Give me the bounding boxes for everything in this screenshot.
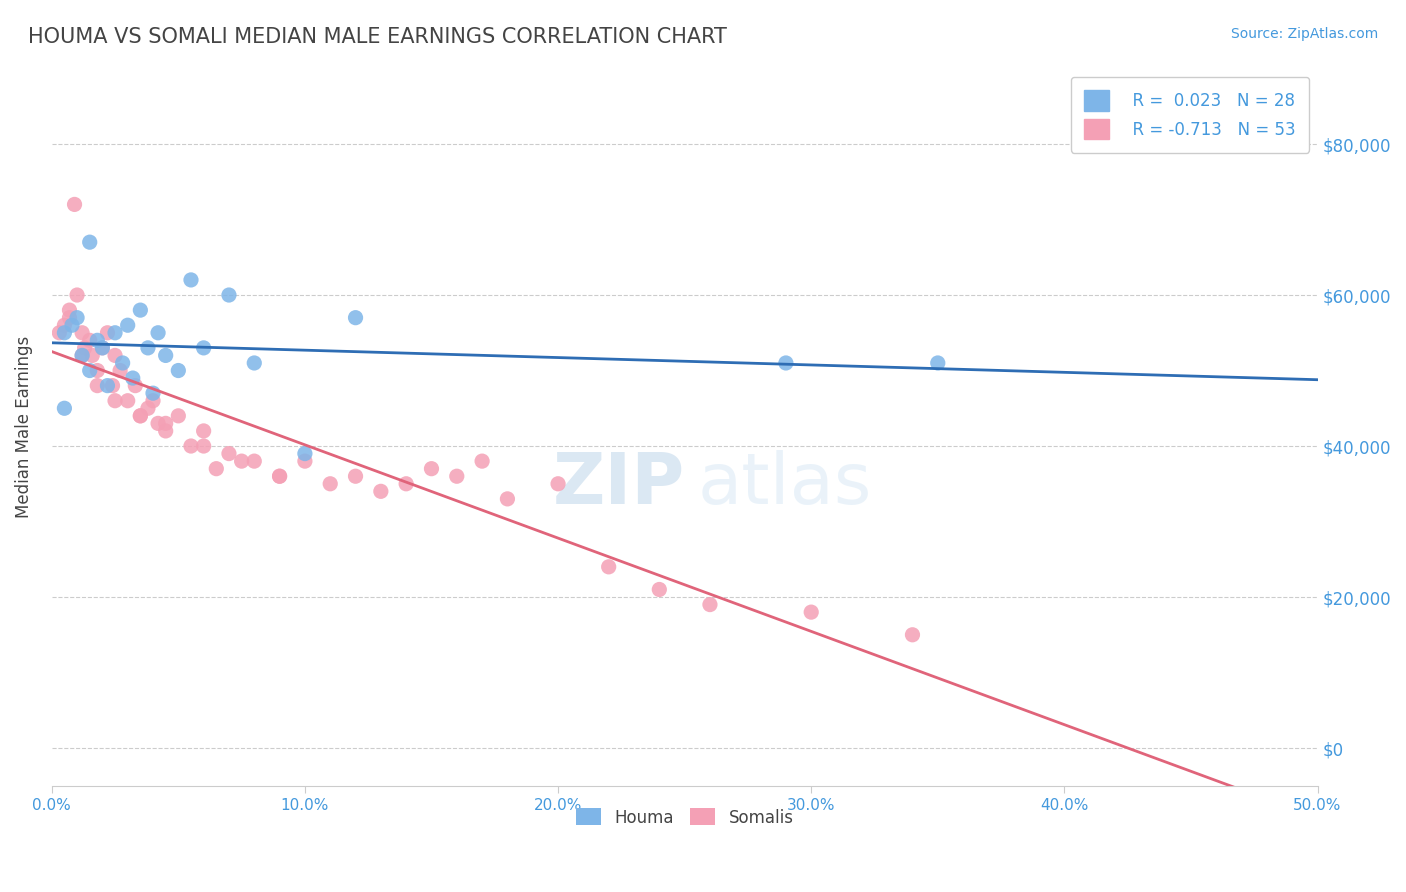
Point xyxy=(104,348,127,362)
Point xyxy=(927,356,949,370)
Point xyxy=(142,393,165,408)
Point xyxy=(96,326,118,340)
Point xyxy=(775,356,797,370)
Point xyxy=(79,235,101,249)
Point xyxy=(193,341,215,355)
Point xyxy=(108,363,131,377)
Point xyxy=(294,454,316,468)
Point xyxy=(129,409,152,423)
Point xyxy=(58,310,80,325)
Point xyxy=(193,439,215,453)
Point xyxy=(167,363,190,377)
Point xyxy=(86,378,108,392)
Text: HOUMA VS SOMALI MEDIAN MALE EARNINGS CORRELATION CHART: HOUMA VS SOMALI MEDIAN MALE EARNINGS COR… xyxy=(28,27,727,46)
Point xyxy=(101,378,124,392)
Point xyxy=(111,356,134,370)
Point xyxy=(420,461,443,475)
Point xyxy=(104,326,127,340)
Point xyxy=(146,326,169,340)
Point xyxy=(82,348,104,362)
Point xyxy=(53,326,76,340)
Point xyxy=(60,318,83,333)
Point xyxy=(104,393,127,408)
Point xyxy=(117,318,139,333)
Point xyxy=(86,363,108,377)
Y-axis label: Median Male Earnings: Median Male Earnings xyxy=(15,336,32,518)
Point xyxy=(180,273,202,287)
Point xyxy=(344,469,367,483)
Point xyxy=(269,469,291,483)
Point xyxy=(218,288,240,302)
Point xyxy=(231,454,253,468)
Point xyxy=(129,409,152,423)
Point xyxy=(205,461,228,475)
Point xyxy=(91,341,114,355)
Text: Source: ZipAtlas.com: Source: ZipAtlas.com xyxy=(1230,27,1378,41)
Point xyxy=(901,628,924,642)
Point xyxy=(269,469,291,483)
Point xyxy=(146,417,169,431)
Point xyxy=(167,409,190,423)
Point xyxy=(136,341,159,355)
Point xyxy=(66,310,89,325)
Point xyxy=(121,371,143,385)
Point xyxy=(180,439,202,453)
Point xyxy=(598,559,620,574)
Point xyxy=(800,605,823,619)
Point xyxy=(155,348,177,362)
Point xyxy=(73,341,96,355)
Point xyxy=(117,393,139,408)
Point xyxy=(471,454,494,468)
Text: ZIP: ZIP xyxy=(553,450,685,519)
Point xyxy=(70,326,93,340)
Point xyxy=(446,469,468,483)
Point xyxy=(129,303,152,318)
Point xyxy=(699,598,721,612)
Point xyxy=(370,484,392,499)
Point xyxy=(648,582,671,597)
Point xyxy=(48,326,70,340)
Point xyxy=(243,454,266,468)
Point xyxy=(70,348,93,362)
Point xyxy=(86,334,108,348)
Point xyxy=(344,310,367,325)
Point xyxy=(66,288,89,302)
Point xyxy=(193,424,215,438)
Point xyxy=(136,401,159,416)
Point xyxy=(395,476,418,491)
Point xyxy=(142,386,165,401)
Point xyxy=(294,446,316,460)
Point xyxy=(155,417,177,431)
Point xyxy=(53,318,76,333)
Point xyxy=(155,424,177,438)
Point xyxy=(547,476,569,491)
Point xyxy=(79,334,101,348)
Text: atlas: atlas xyxy=(697,450,872,519)
Point xyxy=(70,348,93,362)
Point xyxy=(319,476,342,491)
Point xyxy=(79,363,101,377)
Point xyxy=(53,401,76,416)
Point xyxy=(243,356,266,370)
Point xyxy=(96,378,118,392)
Point xyxy=(496,491,519,506)
Point xyxy=(124,378,146,392)
Point xyxy=(63,197,86,211)
Point xyxy=(58,303,80,318)
Point xyxy=(91,341,114,355)
Point xyxy=(218,446,240,460)
Legend: Houma, Somalis: Houma, Somalis xyxy=(568,800,801,835)
